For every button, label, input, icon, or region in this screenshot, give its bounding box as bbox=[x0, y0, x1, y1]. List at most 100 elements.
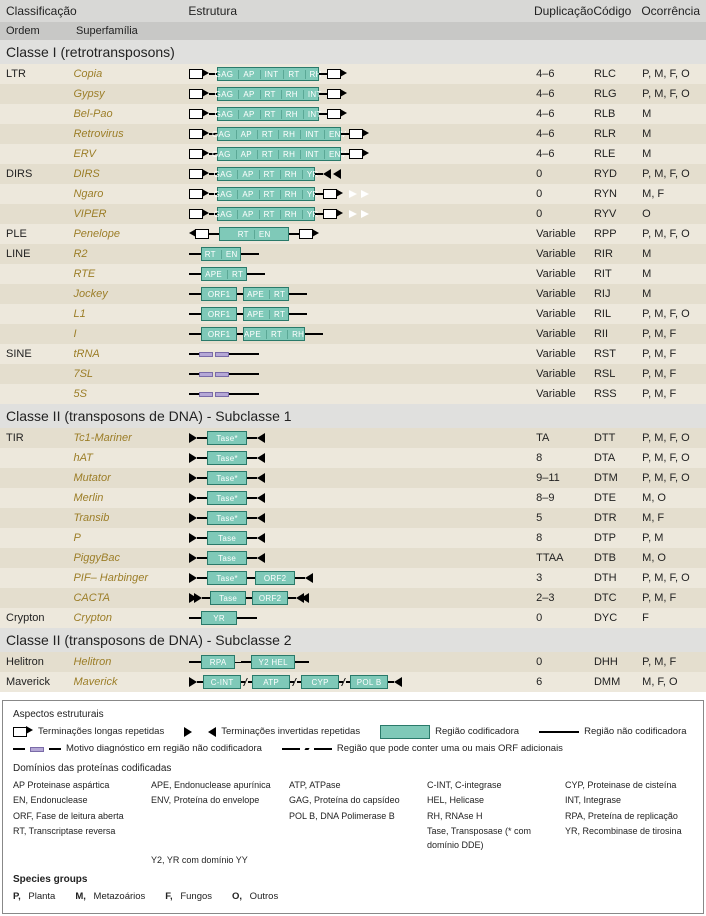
hdr-ocorrencia: Ocorrência bbox=[641, 4, 700, 18]
duplication-cell: 0 bbox=[536, 612, 594, 624]
occurrence-cell: M, O bbox=[642, 492, 700, 504]
occurrence-cell: M bbox=[642, 108, 700, 120]
legend-ltr: Terminações longas repetidas bbox=[13, 725, 164, 739]
duplication-cell: TTAA bbox=[536, 552, 594, 564]
duplication-cell: 6 bbox=[536, 676, 594, 688]
superfamily-cell: R2 bbox=[73, 248, 189, 260]
abbrev-item: ATP, ATPase bbox=[289, 779, 417, 793]
structure-cell: RTEN bbox=[189, 246, 536, 262]
table-row: hAT Tase* 8 DTA P, M, F, O bbox=[0, 448, 706, 468]
structure-cell: Tase* bbox=[189, 450, 536, 466]
table-row: Bel-Pao GAGAPRTRHINT 4–6 RLB M bbox=[0, 104, 706, 124]
occurrence-cell: P, M, F, O bbox=[642, 228, 700, 240]
table-row: TIR Tc1-Mariner Tase* TA DTT P, M, F, O bbox=[0, 428, 706, 448]
superfamily-cell: Transib bbox=[73, 512, 189, 524]
code-cell: DTP bbox=[594, 532, 642, 544]
occurrence-cell: M bbox=[642, 268, 700, 280]
code-cell: RII bbox=[594, 328, 642, 340]
superfamily-cell: Ngaro bbox=[73, 188, 189, 200]
order-cell: Crypton bbox=[6, 612, 73, 624]
superfamily-cell: Mutator bbox=[73, 472, 189, 484]
duplication-cell: 4–6 bbox=[536, 128, 594, 140]
table-row: PIF– Harbinger Tase*ORF2 3 DTH P, M, F, … bbox=[0, 568, 706, 588]
structure-cell: ORF1APERT bbox=[189, 286, 536, 302]
abbrev-item: CYP, Proteinase de cisteína bbox=[565, 779, 693, 793]
superfamily-cell: Retrovirus bbox=[73, 128, 189, 140]
structure-cell: Tase bbox=[189, 530, 536, 546]
order-cell: Helitron bbox=[6, 656, 73, 668]
code-cell: RSS bbox=[594, 388, 642, 400]
duplication-cell: 0 bbox=[536, 656, 594, 668]
duplication-cell: 4–6 bbox=[536, 68, 594, 80]
occurrence-cell: P, M, F, O bbox=[642, 308, 700, 320]
code-cell: DTE bbox=[594, 492, 642, 504]
occurrence-cell: M bbox=[642, 248, 700, 260]
structure-cell: Tase* bbox=[189, 510, 536, 526]
table-row: PiggyBac Tase TTAA DTB M, O bbox=[0, 548, 706, 568]
structure-cell: GAGAPRTRHYR bbox=[189, 186, 536, 202]
occurrence-cell: P, M, F bbox=[642, 348, 700, 360]
superfamily-cell: Tc1-Mariner bbox=[73, 432, 189, 444]
duplication-cell: Variable bbox=[536, 388, 594, 400]
duplication-cell: 8 bbox=[536, 452, 594, 464]
table-row: CACTA TaseORF2 2–3 DTC P, M, F bbox=[0, 588, 706, 608]
abbrev-item: GAG, Proteína do capsídeo bbox=[289, 794, 417, 808]
species-row: P, PlantaM, MetazoáriosF, FungosO, Outro… bbox=[13, 890, 693, 904]
abbrev-item: EN, Endonuclease bbox=[13, 794, 141, 808]
occurrence-cell: M, O bbox=[642, 552, 700, 564]
occurrence-cell: F bbox=[642, 612, 700, 624]
superfamily-cell: hAT bbox=[73, 452, 189, 464]
legend-coding: Região codificadora bbox=[380, 725, 519, 739]
occurrence-cell: M, F, O bbox=[642, 676, 700, 688]
table-row: ERV GAGAPRTRHINTENV 4–6 RLE M bbox=[0, 144, 706, 164]
code-cell: RLR bbox=[594, 128, 642, 140]
duplication-cell: Variable bbox=[536, 248, 594, 260]
occurrence-cell: P, M, F, O bbox=[642, 432, 700, 444]
code-cell: DMM bbox=[594, 676, 642, 688]
structure-cell: RTEN bbox=[189, 226, 536, 242]
species-item: M, Metazoários bbox=[75, 890, 145, 904]
abbrev-grid: AP Proteinase aspárticaAPE, Endonuclease… bbox=[13, 779, 693, 868]
legend-diag-label: Motivo diagnóstico em região não codific… bbox=[66, 742, 262, 756]
abbrev-item: INT, Integrase bbox=[565, 794, 693, 808]
superfamily-cell: Merlin bbox=[73, 492, 189, 504]
superfamily-cell: ERV bbox=[73, 148, 189, 160]
code-cell: RST bbox=[594, 348, 642, 360]
code-cell: DTC bbox=[594, 592, 642, 604]
code-cell: RIL bbox=[594, 308, 642, 320]
superfamily-cell: CACTA bbox=[73, 592, 189, 604]
structure-cell: GAGAPRTRHINTENV bbox=[189, 126, 536, 142]
legend-ltr-label: Terminações longas repetidas bbox=[38, 725, 164, 739]
table-row: Retrovirus GAGAPRTRHINTENV 4–6 RLR M bbox=[0, 124, 706, 144]
abbrev-item: APE, Endonuclease apurínica bbox=[151, 779, 279, 793]
code-cell: RIR bbox=[594, 248, 642, 260]
code-cell: RLB bbox=[594, 108, 642, 120]
structure-cell: GAGAPINTRTRH bbox=[189, 66, 536, 82]
table-row: RTE APERT Variable RIT M bbox=[0, 264, 706, 284]
structure-cell bbox=[189, 346, 536, 362]
structure-cell: ORF1APERTRH bbox=[189, 326, 536, 342]
abbrev-item: C-INT, C-integrase bbox=[427, 779, 555, 793]
occurrence-cell: P, M, F, O bbox=[642, 572, 700, 584]
superfamily-cell: RTE bbox=[73, 268, 189, 280]
occurrence-cell: P, M, F, O bbox=[642, 88, 700, 100]
legend-orf: Região que pode conter uma ou mais ORF a… bbox=[282, 742, 563, 756]
order-cell: PLE bbox=[6, 228, 73, 240]
table-row: Mutator Tase* 9–11 DTM P, M, F, O bbox=[0, 468, 706, 488]
code-cell: DTT bbox=[594, 432, 642, 444]
abbrev-item: RH, RNAse H bbox=[427, 810, 555, 824]
table-row: 5S Variable RSS P, M, F bbox=[0, 384, 706, 404]
hdr-classificacao: Classificação bbox=[6, 4, 188, 18]
table-row: LINE R2 RTEN Variable RIR M bbox=[0, 244, 706, 264]
structure-cell: Tase*ORF2 bbox=[189, 570, 536, 586]
legend-species-title: Species groups bbox=[13, 872, 693, 887]
table-row: 7SL Variable RSL P, M, F bbox=[0, 364, 706, 384]
table-row: Ngaro GAGAPRTRHYR 0 RYN M, F bbox=[0, 184, 706, 204]
occurrence-cell: M bbox=[642, 288, 700, 300]
superfamily-cell: P bbox=[73, 532, 189, 544]
legend-struct-title: Aspectos estruturais bbox=[13, 707, 693, 722]
species-item: O, Outros bbox=[232, 890, 278, 904]
structure-cell: C-INTATPCYPPOL B bbox=[189, 674, 536, 690]
occurrence-cell: P, M, F, O bbox=[642, 472, 700, 484]
abbrev-item: ENV, Proteína do envelope bbox=[151, 794, 279, 808]
